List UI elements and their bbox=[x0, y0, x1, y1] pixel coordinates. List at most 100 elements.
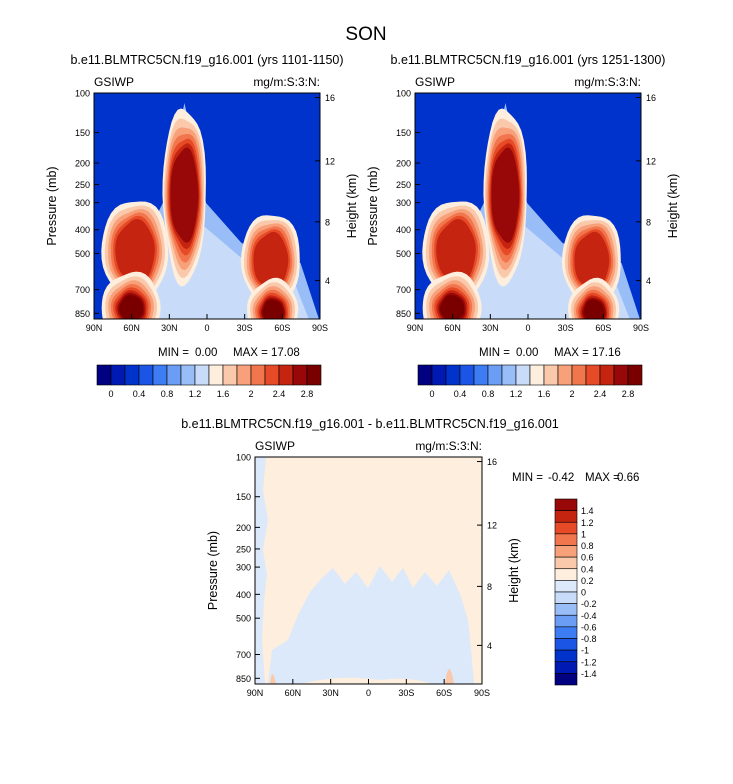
panel-1-colorbar-swatch bbox=[194, 364, 210, 386]
panel-1-max-label: MAX = bbox=[233, 347, 268, 359]
panel-2-y-tick-label: 200 bbox=[396, 159, 411, 169]
panel-2-colorbar-label: 1.2 bbox=[510, 389, 523, 399]
panel-3-colorbar-swatch bbox=[554, 673, 578, 686]
panel-3-positive-spot bbox=[445, 669, 454, 684]
panel-3-colorbar-label: -1 bbox=[581, 646, 589, 656]
panel-3-colorbar-swatch bbox=[554, 661, 578, 674]
panel-2-colorbar-swatch bbox=[599, 364, 615, 386]
panel-2-y2-tick-label: 16 bbox=[646, 93, 656, 103]
panel-2-y-tick-label: 500 bbox=[396, 249, 411, 259]
panel-3-title: b.e11.BLMTRC5CN.f19_g16.001 - b.e11.BLMT… bbox=[181, 417, 559, 431]
panel-2-colorbar-swatch bbox=[473, 364, 489, 386]
panel-2-colorbar-label: 1.6 bbox=[538, 389, 551, 399]
panel-2-x-tick-label: 90N bbox=[407, 323, 424, 333]
panel-1-colorbar-swatch bbox=[208, 364, 224, 386]
panel-2-variable-label: GSIWP bbox=[415, 75, 455, 89]
panel-2-colorbar-swatch bbox=[417, 364, 433, 386]
panel-2-colorbar-label: 2.4 bbox=[594, 389, 607, 399]
panel-1-x-tick-label: 90N bbox=[86, 323, 103, 333]
panel-3-colorbar-swatch bbox=[554, 614, 578, 628]
panel-2-y2-axis-label: Height (km) bbox=[666, 174, 680, 239]
panel-3-positive-spot bbox=[270, 674, 276, 684]
panel-3-colorbar-swatch bbox=[554, 521, 578, 535]
panel-2-y-tick-label: 250 bbox=[396, 180, 411, 190]
panel-3-units-label: mg/m:S:3:N: bbox=[415, 439, 482, 453]
panel-1-colorbar-swatch bbox=[110, 364, 126, 386]
panel-1-colorbar-label: 0 bbox=[108, 389, 113, 399]
panel-1-x-tick-label: 60N bbox=[123, 323, 140, 333]
panel-2-min-value: 0.00 bbox=[516, 347, 538, 359]
panel-2-title: b.e11.BLMTRC5CN.f19_g16.001 (yrs 1251-13… bbox=[391, 53, 666, 67]
panel-3-y-tick-label: 300 bbox=[236, 563, 251, 573]
panel-1-colorbar-swatch bbox=[264, 364, 280, 386]
panel-3-colorbar-label: -1.2 bbox=[581, 657, 597, 667]
panel-2-contours-level bbox=[436, 219, 476, 282]
panel-2-colorbar-label: 2.8 bbox=[622, 389, 635, 399]
panel-3-colorbar-swatch bbox=[554, 626, 578, 639]
panel-1-contours-level bbox=[253, 231, 289, 290]
panel-2-colorbar-swatch bbox=[571, 364, 587, 386]
panel-2-contours-level bbox=[440, 295, 465, 319]
panel-2-colorbar-swatch bbox=[431, 364, 447, 386]
panel-2-y2-tick-label: 8 bbox=[646, 217, 651, 227]
panel-3-y-tick-label: 700 bbox=[236, 650, 251, 660]
panel-3-colorbar-label: 0 bbox=[581, 588, 586, 598]
panel-2-contours-level bbox=[583, 299, 605, 319]
panel-1-colorbar-swatch bbox=[278, 364, 294, 386]
panel-1-contours-level bbox=[119, 295, 144, 319]
panel-1-y-tick-label: 850 bbox=[75, 309, 90, 319]
panel-2-colorbar: 0 0.4 0.8 1.2 1.6 2 2.4 2.8 bbox=[417, 364, 643, 399]
panel-1-colorbar: 0 0.4 0.8 1.2 1.6 2 2.4 2.8 bbox=[96, 364, 322, 399]
panel-2-colorbar-label: 0.8 bbox=[482, 389, 495, 399]
panel-2-colorbar-swatch bbox=[627, 364, 643, 386]
panel-1-variable-label: GSIWP bbox=[94, 75, 134, 89]
panel-2-y-tick-label: 300 bbox=[396, 198, 411, 208]
panel-2-y-tick-label: 150 bbox=[396, 128, 411, 138]
panel-1-x-tick-label: 60S bbox=[274, 323, 290, 333]
panel-1-x-tick-label: 90S bbox=[312, 323, 328, 333]
panel-2-colorbar-swatch bbox=[501, 364, 517, 386]
panel-1-colorbar-swatch bbox=[306, 364, 322, 386]
panel-2-colorbar-swatch bbox=[459, 364, 475, 386]
panel-1-contours-level bbox=[170, 147, 199, 243]
panel-2-colorbar-label: 0 bbox=[429, 389, 434, 399]
panel-2-y-tick-label: 700 bbox=[396, 285, 411, 295]
panel-1-colorbar-label: 1.6 bbox=[217, 389, 230, 399]
panel-3-x-tick-label: 90N bbox=[247, 688, 264, 698]
panel-1-y-axis-label: Pressure (mb) bbox=[45, 166, 59, 245]
panel-2-y2-tick-label: 4 bbox=[646, 276, 651, 286]
panel-2-colorbar-swatch bbox=[585, 364, 601, 386]
panel-2-contours bbox=[422, 103, 640, 319]
panel-3-x-tick-label: 30N bbox=[322, 688, 339, 698]
panel-1-max-value: 17.08 bbox=[271, 347, 300, 359]
panel-1-colorbar-label: 2.4 bbox=[273, 389, 286, 399]
panel-1-colorbar-swatch bbox=[124, 364, 140, 386]
panel-2-x-tick-label: 30S bbox=[558, 323, 574, 333]
panel-2-y-axis-label: Pressure (mb) bbox=[366, 166, 380, 245]
panel-1-y-tick-label: 150 bbox=[75, 128, 90, 138]
panel-3-colorbar-swatch bbox=[554, 603, 578, 616]
panel-3-colorbar-swatch bbox=[554, 568, 578, 581]
panel-2: b.e11.BLMTRC5CN.f19_g16.001 (yrs 1251-13… bbox=[366, 53, 680, 399]
panel-3-y2-tick-label: 16 bbox=[487, 457, 497, 467]
panel-2-colorbar-swatch bbox=[487, 364, 503, 386]
panel-3-y-tick-label: 100 bbox=[236, 453, 251, 463]
panel-1-contours bbox=[101, 103, 319, 319]
panel-1-colorbar-swatch bbox=[138, 364, 154, 386]
panel-1-y2-axis-label: Height (km) bbox=[345, 174, 359, 239]
panel-3-field bbox=[255, 457, 482, 684]
panel-3-max-label: MAX = bbox=[585, 472, 620, 484]
panel-3-min-value: -0.42 bbox=[548, 472, 574, 484]
panel-2-y2-tick-label: 12 bbox=[646, 156, 656, 166]
panel-3-min-label: MIN = bbox=[512, 472, 543, 484]
panel-1-min-label: MIN = bbox=[158, 347, 189, 359]
panel-1-min-value: 0.00 bbox=[195, 347, 217, 359]
panel-1-units-label: mg/m:S:3:N: bbox=[253, 75, 320, 89]
panel-3-colorbar-swatch bbox=[554, 580, 578, 593]
panel-1-colorbar-swatch bbox=[222, 364, 238, 386]
panel-1-colorbar-swatch bbox=[96, 364, 112, 386]
panel-1-contours-level bbox=[262, 299, 284, 319]
panel-1-y-tick-label: 500 bbox=[75, 249, 90, 259]
panel-1-colorbar-label: 0.4 bbox=[133, 389, 146, 399]
